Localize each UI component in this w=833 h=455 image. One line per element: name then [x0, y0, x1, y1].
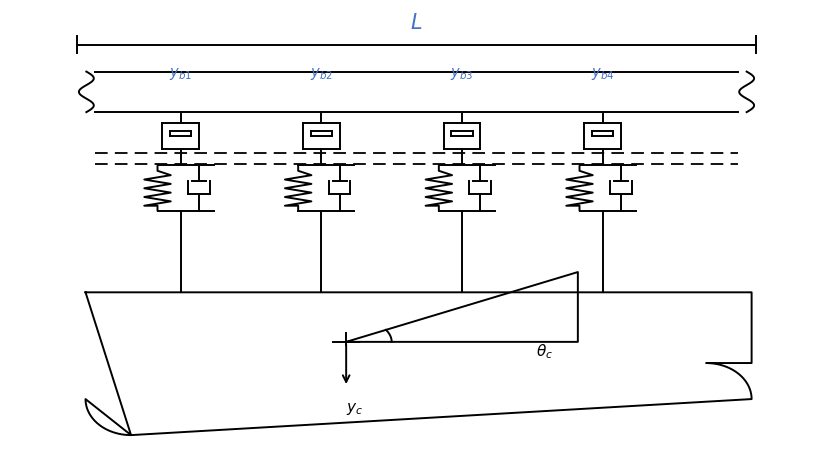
- Text: $y_{b3}$: $y_{b3}$: [451, 66, 474, 81]
- Text: $y_{b4}$: $y_{b4}$: [591, 66, 615, 81]
- Text: $y_{b2}$: $y_{b2}$: [310, 66, 333, 81]
- Text: $L$: $L$: [411, 13, 422, 33]
- Text: $y_{b1}$: $y_{b1}$: [169, 66, 192, 81]
- Text: $\theta_c$: $\theta_c$: [536, 342, 553, 360]
- Text: $y_c$: $y_c$: [346, 400, 363, 416]
